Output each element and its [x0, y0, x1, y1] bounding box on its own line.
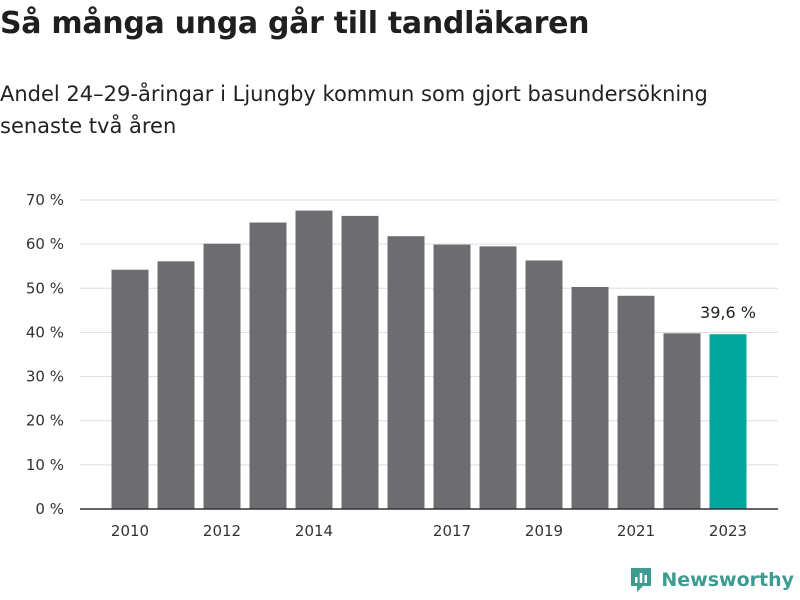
x-tick-label: 2014 — [295, 522, 333, 540]
bar — [249, 222, 287, 509]
bar — [479, 246, 517, 509]
x-axis-labels: 2010 2012 2014 2017 2019 2021 2023 — [111, 522, 747, 540]
bar — [157, 261, 195, 509]
bar — [525, 260, 563, 509]
bar — [341, 215, 379, 510]
y-tick-label: 20 % — [26, 412, 64, 430]
x-tick-label: 2017 — [433, 522, 471, 540]
chart-subtitle: Andel 24–29-åringar i Ljungby kommun som… — [0, 82, 708, 138]
x-tick-label: 2023 — [709, 522, 747, 540]
gridlines — [80, 199, 778, 466]
y-tick-label: 40 % — [26, 323, 64, 341]
brand-name: Newsworthy — [661, 569, 794, 591]
x-tick-label: 2021 — [617, 522, 655, 540]
bar — [663, 333, 701, 509]
data-label: 39,6 % — [700, 303, 756, 322]
y-tick-label: 70 % — [26, 191, 64, 209]
bars — [80, 210, 778, 510]
bar — [571, 286, 609, 509]
y-tick-label: 10 % — [26, 456, 64, 474]
x-tick-label: 2012 — [203, 522, 241, 540]
x-tick-label: 2010 — [111, 522, 149, 540]
x-tick-label: 2019 — [525, 522, 563, 540]
bar — [203, 243, 241, 510]
bar — [387, 236, 425, 509]
y-tick-label: 0 % — [35, 500, 64, 518]
y-axis-labels: 0 % 10 % 20 % 30 % 40 % 50 % 60 % 70 % — [26, 191, 64, 518]
annotations: 39,6 % — [700, 303, 756, 322]
y-tick-label: 50 % — [26, 279, 64, 297]
chart-title: Så många unga går till tandläkaren — [0, 6, 590, 41]
bar — [617, 295, 655, 509]
y-tick-label: 60 % — [26, 235, 64, 253]
brand-logo: Newsworthy — [629, 566, 794, 594]
bar-chart: 0 % 10 % 20 % 30 % 40 % 50 % 60 % 70 % 2010 2012… — [26, 191, 778, 540]
y-tick-label: 30 % — [26, 368, 64, 386]
bar — [111, 269, 149, 509]
bar — [295, 210, 333, 509]
bar — [433, 244, 471, 509]
newsworthy-logo-icon — [631, 568, 652, 592]
bar — [709, 334, 747, 509]
